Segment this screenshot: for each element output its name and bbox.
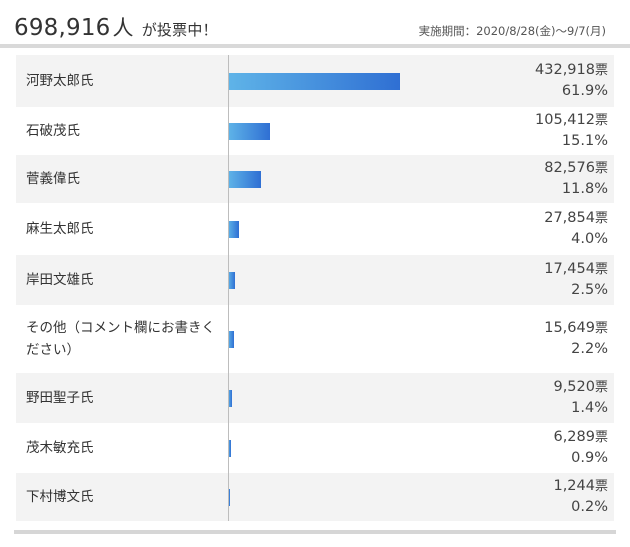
vote-figures: 17,454票 2.5% — [544, 255, 608, 305]
vote-count: 82,576票 — [544, 158, 608, 179]
vote-count: 432,918票 — [535, 60, 608, 81]
vote-count: 15,649票 — [544, 318, 608, 339]
vote-percent: 15.1% — [561, 133, 608, 149]
vote-count-number: 105,412 — [535, 112, 595, 128]
vote-count: 27,854票 — [544, 208, 608, 229]
total-voters: 698,916人 が投票中！ — [14, 12, 218, 42]
vote-percent: 4.0% — [571, 231, 608, 247]
vote-count-unit: 票 — [594, 161, 608, 176]
candidate-name: 石破茂氏 — [26, 123, 80, 139]
candidate-name: 野田聖子氏 — [26, 390, 94, 406]
vote-percent: 2.2% — [571, 341, 608, 357]
result-row: 河野太郎氏 432,918票 61.9% — [16, 55, 614, 107]
poll-results-list: 河野太郎氏 432,918票 61.9% 石破茂氏 105,412票 15.1% 菅義偉氏 8… — [16, 55, 614, 521]
result-row: 下村博文氏 1,244票 0.2% — [16, 473, 614, 521]
vote-figures: 105,412票 15.1% — [535, 107, 608, 155]
vote-figures: 9,520票 1.4% — [553, 373, 608, 423]
vote-count: 105,412票 — [535, 110, 608, 131]
vote-count-unit: 票 — [594, 380, 608, 395]
vote-percent: 0.9% — [571, 450, 608, 466]
candidate-name: 下村博文氏 — [26, 489, 94, 505]
bar-axis-line — [228, 55, 229, 521]
result-row: 野田聖子氏 9,520票 1.4% — [16, 373, 614, 423]
result-row: その他（コメント欄にお書きください） 15,649票 2.2% — [16, 305, 614, 373]
vote-percent: 1.4% — [571, 400, 608, 416]
poll-period: 実施期間：2020/8/28(金)〜9/7(月) — [418, 24, 606, 38]
vote-count: 6,289票 — [553, 427, 608, 448]
total-voters-unit: 人 — [112, 16, 134, 40]
candidate-name: 河野太郎氏 — [26, 73, 94, 89]
vote-percent: 61.9% — [561, 83, 608, 99]
vote-count-number: 9,520 — [553, 379, 595, 395]
vote-count: 9,520票 — [553, 377, 608, 398]
candidate-name: 岸田文雄氏 — [26, 272, 94, 288]
vote-percent: 0.2% — [571, 499, 608, 515]
vote-count: 1,244票 — [553, 476, 608, 497]
vote-count-unit: 票 — [594, 211, 608, 226]
poll-header: 698,916人 が投票中！ 実施期間：2020/8/28(金)〜9/7(月) — [0, 0, 630, 48]
vote-share-bar — [228, 440, 231, 457]
candidate-name: 茂木敏充氏 — [26, 440, 94, 456]
vote-percent: 2.5% — [571, 282, 608, 298]
candidate-name: 麻生太郎氏 — [26, 221, 94, 237]
vote-count-unit: 票 — [594, 113, 608, 128]
result-row: 石破茂氏 105,412票 15.1% — [16, 107, 614, 155]
vote-percent: 11.8% — [561, 181, 608, 197]
vote-count: 17,454票 — [544, 259, 608, 280]
vote-share-bar — [228, 331, 234, 348]
vote-count-unit: 票 — [594, 430, 608, 445]
vote-figures: 1,244票 0.2% — [553, 473, 608, 521]
candidate-name: その他（コメント欄にお書きください） — [26, 320, 215, 358]
result-row: 菅義偉氏 82,576票 11.8% — [16, 155, 614, 203]
footer-divider — [14, 530, 616, 534]
vote-count-number: 82,576 — [544, 160, 595, 176]
total-voters-suffix: が投票中！ — [141, 21, 218, 39]
result-row: 麻生太郎氏 27,854票 4.0% — [16, 203, 614, 255]
vote-figures: 432,918票 61.9% — [535, 55, 608, 107]
vote-count-number: 432,918 — [535, 62, 595, 78]
vote-count-number: 15,649 — [544, 320, 595, 336]
vote-count-number: 27,854 — [544, 210, 595, 226]
vote-share-bar — [228, 489, 230, 506]
vote-count-unit: 票 — [594, 321, 608, 336]
vote-count-number: 6,289 — [553, 429, 595, 445]
vote-figures: 6,289票 0.9% — [553, 423, 608, 473]
vote-share-bar — [228, 73, 400, 90]
vote-share-bar — [228, 123, 270, 140]
vote-figures: 27,854票 4.0% — [544, 203, 608, 255]
result-row: 茂木敏充氏 6,289票 0.9% — [16, 423, 614, 473]
vote-count-unit: 票 — [594, 63, 608, 78]
vote-share-bar — [228, 272, 235, 289]
vote-count-unit: 票 — [594, 479, 608, 494]
vote-share-bar — [228, 390, 232, 407]
vote-figures: 15,649票 2.2% — [544, 305, 608, 373]
vote-share-bar — [228, 171, 261, 188]
vote-count-unit: 票 — [594, 262, 608, 277]
candidate-name: 菅義偉氏 — [26, 171, 80, 187]
vote-count-number: 1,244 — [553, 478, 595, 494]
vote-count-number: 17,454 — [544, 261, 595, 277]
vote-figures: 82,576票 11.8% — [544, 155, 608, 203]
vote-share-bar — [228, 221, 239, 238]
result-row: 岸田文雄氏 17,454票 2.5% — [16, 255, 614, 305]
total-voters-number: 698,916 — [14, 15, 111, 41]
